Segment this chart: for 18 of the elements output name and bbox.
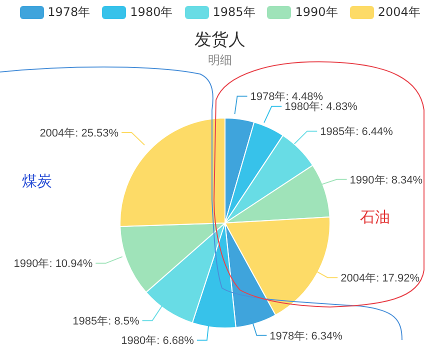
legend-label: 1980年 [130,4,173,21]
category-label: 2004年: 25.53% [40,127,119,140]
text: 明细 [207,52,233,69]
category-label: 1985年: 6.44% [320,126,393,138]
category-label: 1990年: 8.34% [350,174,423,186]
legend-label: 1990年 [295,4,338,21]
legend-label: 2004年 [378,4,420,21]
text: 石油 [360,208,390,227]
legend-label: 1978年 [48,4,90,21]
category-label: 2004年: 17.92% [340,272,420,284]
text: 发货人 [194,29,246,51]
legend-label: 1985年 [212,4,256,21]
category-label: 1990年: 10.94% [14,258,93,270]
text: 煤炭 [22,172,52,191]
category-label: 1985年: 8.5% [72,316,140,328]
category-label: 1980年: 4.83% [284,101,358,114]
category-label: 1978年: 6.34% [270,330,342,342]
category-label: 1980年: 6.68% [121,335,194,348]
